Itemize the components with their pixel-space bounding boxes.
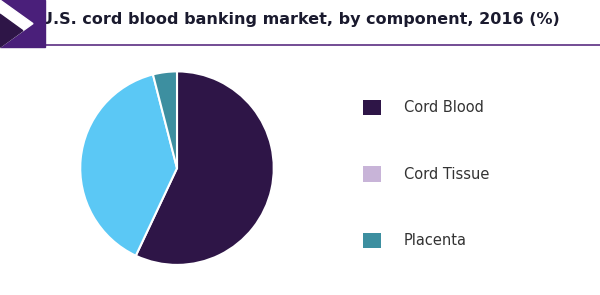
Polygon shape [0,0,45,47]
Text: Placenta: Placenta [404,233,467,248]
Text: Cord Tissue: Cord Tissue [404,167,489,181]
Bar [362,166,380,182]
Wedge shape [153,71,177,168]
Polygon shape [0,0,33,47]
Wedge shape [80,74,177,256]
Bar [362,233,380,248]
Text: Cord Blood: Cord Blood [404,100,484,115]
Text: U.S. cord blood banking market, by component, 2016 (%): U.S. cord blood banking market, by compo… [40,12,560,27]
Wedge shape [136,71,274,265]
Bar [362,100,380,115]
Polygon shape [0,14,23,47]
